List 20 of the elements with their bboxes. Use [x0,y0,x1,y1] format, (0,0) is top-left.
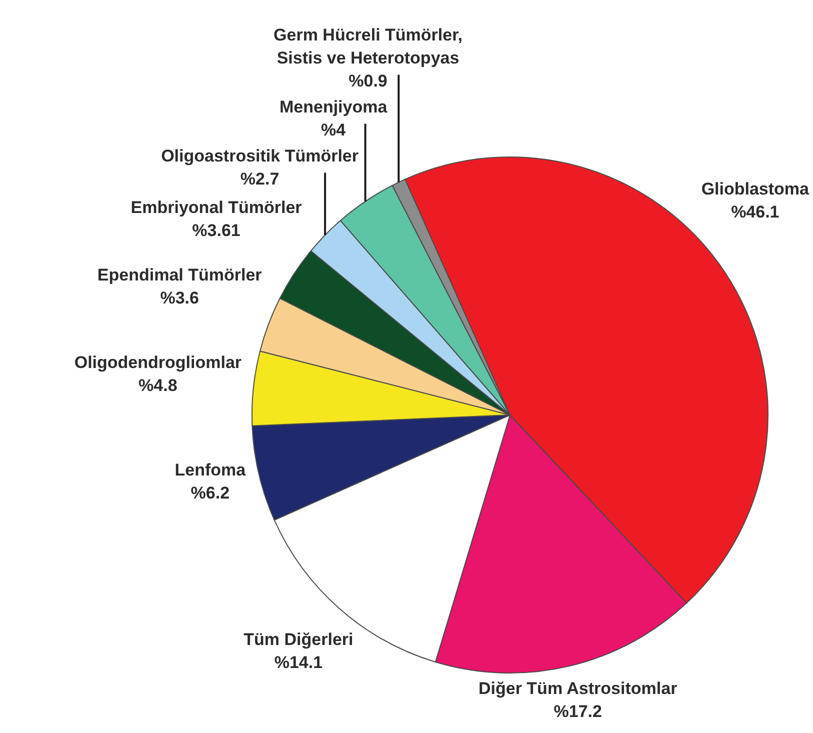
data-label: %6.2 [190,483,230,502]
data-label: %4 [321,120,346,140]
slice-label: Menenjiyoma [279,98,388,117]
slice-label: Oligoastrositik Tümörler [161,146,359,166]
slice-label: Lenfoma [174,460,246,480]
slice-label: Glioblastoma [701,180,810,199]
data-label: %3.61 [192,220,240,240]
data-label: %4.8 [138,376,178,396]
data-label: %3.6 [160,288,199,308]
slice-label: Embriyonal Tümörler [130,198,302,217]
data-label: %17.2 [554,702,602,722]
data-label: %2.7 [240,170,280,189]
data-label: %0.9 [348,72,388,91]
slice-label: Oligodendrogliomlar [74,353,242,372]
slice-label: Tüm Diğerleri [244,630,354,650]
data-label: %46.1 [731,202,780,222]
data-label: %14.1 [274,653,323,672]
slice-label: Diğer Tüm Astrositomlar [478,679,678,698]
slice-label: Germ Hücreli Tümörler, Sistis ve Heterotopyas [274,26,462,68]
slice-label: Ependimal Tümörler [97,266,262,285]
